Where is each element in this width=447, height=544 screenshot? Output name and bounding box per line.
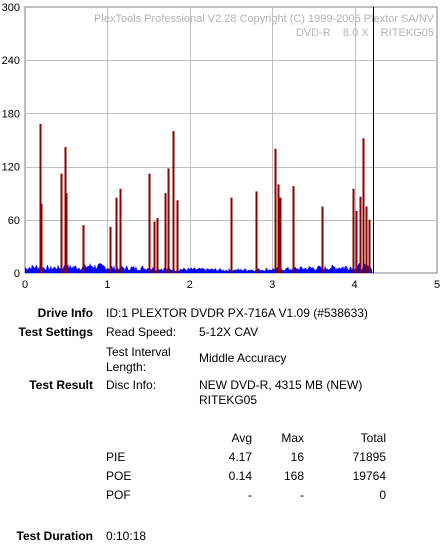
y-tick-label: 0 <box>14 268 20 280</box>
test-duration-label: Test Duration <box>16 529 93 543</box>
col-avg-header: Avg <box>231 431 252 445</box>
y-tick-label: 60 <box>8 215 20 227</box>
row-total: 71895 <box>352 450 386 464</box>
x-tick-label: 0 <box>22 279 28 291</box>
drive-info-value: ID:1 PLEXTOR DVDR PX-716A V1.09 (#538633… <box>106 306 368 320</box>
row-total: 0 <box>379 488 386 502</box>
x-tick-label: 1 <box>104 279 110 291</box>
grid-lines <box>25 7 437 273</box>
row-avg: - <box>248 488 252 502</box>
col-total-header: Total <box>360 431 386 445</box>
disc-info-label: Disc Info: <box>106 378 157 392</box>
row-max: - <box>300 488 304 502</box>
chart-title: PlexTools Professional V2.28 Copyright (… <box>94 13 435 25</box>
drive-info-label: Drive Info <box>37 306 93 320</box>
pie-series-area <box>25 262 373 273</box>
interval-value: Middle Accuracy <box>199 351 287 365</box>
row-avg: 4.17 <box>228 450 252 464</box>
row-max: 168 <box>283 469 304 483</box>
test-settings-label: Test Settings <box>18 325 93 339</box>
row-name: POF <box>106 488 131 502</box>
col-max-header: Max <box>281 431 304 445</box>
disc-info-value-line2: RITEKG05 <box>199 393 258 407</box>
x-tick-label: 2 <box>187 279 193 291</box>
disc-info-value-line1: NEW DVD-R, 4315 MB (NEW) <box>199 378 363 392</box>
y-tick-label: 300 <box>2 2 20 14</box>
read-speed-value: 5-12X CAV <box>199 325 259 339</box>
y-tick-label: 240 <box>2 55 20 67</box>
test-result-label: Test Result <box>29 378 93 392</box>
interval-label-line1: Test Interval <box>106 345 171 359</box>
row-name: PIE <box>106 450 126 464</box>
x-tick-label: 5 <box>434 279 440 291</box>
chart-subtitle: DVD-R 8.0 X RITEKG05 <box>296 27 434 39</box>
x-tick-label: 3 <box>269 279 275 291</box>
x-tick-labels: 0 1 2 3 4 5 <box>22 279 440 291</box>
row-total: 19764 <box>352 469 386 483</box>
y-tick-label: 180 <box>2 108 20 120</box>
row-max: 16 <box>290 450 304 464</box>
scan-chart: PlexTools Professional V2.28 Copyright (… <box>2 2 440 291</box>
poe-series <box>39 124 371 273</box>
y-tick-labels: 0 60 120 180 240 300 <box>2 2 20 280</box>
read-speed-label: Read Speed: <box>106 325 177 339</box>
row-name: POE <box>106 469 132 483</box>
interval-label-line2: Length: <box>106 360 147 374</box>
x-tick-label: 4 <box>352 279 358 291</box>
y-tick-label: 120 <box>2 162 20 174</box>
test-duration-value: 0:10:18 <box>106 529 147 543</box>
row-avg: 0.14 <box>228 469 252 483</box>
